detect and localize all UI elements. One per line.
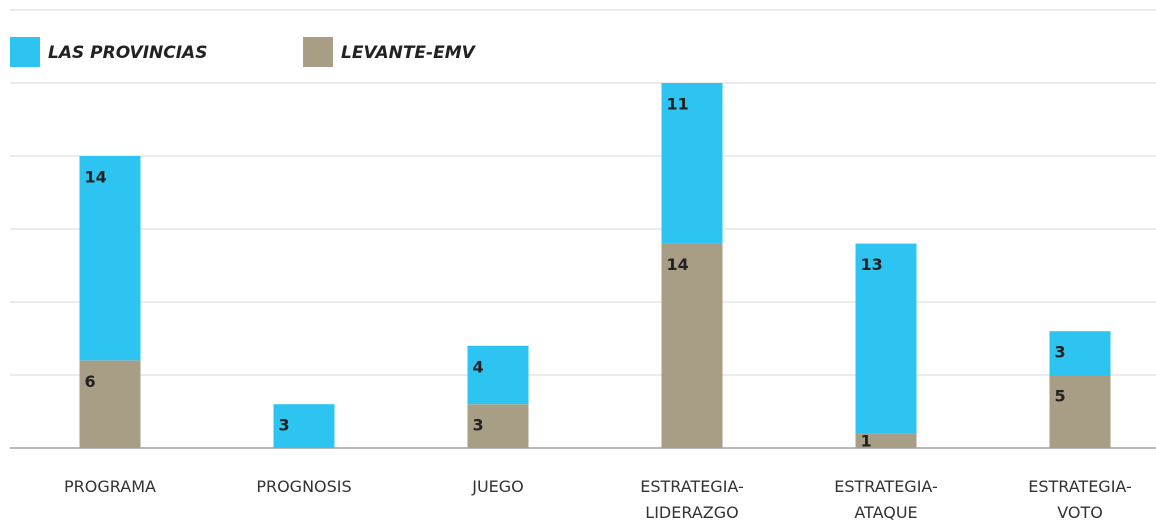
x-tick-label-line: PROGNOSIS [256,477,351,496]
x-tick-label: ESTRATEGIA- LIDERAZGO [640,477,744,522]
bar-segment [79,156,141,361]
bar-segment [855,433,917,448]
bar-segment [273,404,335,448]
bar-segment [1049,331,1111,375]
x-tick-label-line: VOTO [1057,503,1103,522]
value-label: 3 [279,416,290,435]
value-label: 3 [473,416,484,435]
value-label: 13 [861,255,883,274]
x-tick-label: ESTRATEGIA- ATAQUE [834,477,938,522]
x-tick-label: ESTRATEGIA- VOTO [1028,477,1132,522]
x-tick-label-line: ATAQUE [854,503,917,522]
value-label: 14 [85,168,107,187]
bar-segment [467,404,529,448]
x-tick-label-line: ESTRATEGIA- [640,477,744,496]
x-tick-label-line: JUEGO [471,477,524,496]
value-label: 6 [85,372,96,391]
x-tick-label: JUEGO [471,477,524,496]
x-tick-label-line: PROGRAMA [64,477,156,496]
bar-segment [1049,375,1111,448]
bar-segment [467,345,529,405]
x-tick-label-line: LIDERAZGO [645,503,738,522]
x-tick-label-line: ESTRATEGIA- [1028,477,1132,496]
x-tick-label-line: ESTRATEGIA- [834,477,938,496]
value-label: 1 [861,432,872,451]
legend-label: LEVANTE-EMV [341,43,477,63]
value-label: 11 [667,95,689,114]
value-label: 3 [1055,343,1066,362]
value-label: 14 [667,255,689,274]
legend-label: LAS PROVINCIAS [48,43,207,63]
value-label: 5 [1055,387,1066,406]
bar-segment [855,243,917,434]
value-label: 4 [473,357,484,376]
bar-segment [661,83,723,244]
bar-segment [79,360,141,448]
x-tick-label: PROGNOSIS [256,477,351,496]
legend-swatch [303,37,333,67]
legend-swatch [10,37,40,67]
bar-segment [661,243,723,448]
x-tick-label: PROGRAMA [64,477,156,496]
